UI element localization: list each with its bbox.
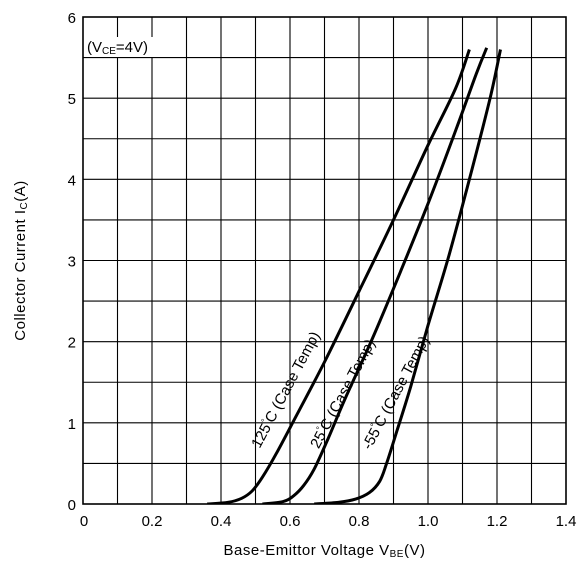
x-tick-label: 1.4 — [556, 513, 577, 530]
y-tick-label: 0 — [68, 497, 76, 514]
x-tick-label: 0.8 — [349, 513, 370, 530]
x-axis-title: Base-Emittor Voltage VBE(V) — [224, 542, 426, 560]
y-tick-label: 4 — [68, 172, 76, 189]
x-tick-label: 1.0 — [418, 513, 439, 530]
curve-25c — [262, 47, 489, 504]
y-tick-label: 5 — [68, 91, 76, 108]
grid — [83, 17, 566, 504]
y-tick-label: 1 — [68, 416, 76, 433]
x-tick-label: 1.2 — [487, 513, 508, 530]
tick-labels: 0 0.2 0.4 0.6 0.8 1.0 1.2 1.4 0 1 2 3 4 5 6 — [68, 10, 577, 530]
x-tick-label: 0.6 — [280, 513, 301, 530]
curve-125c — [207, 48, 471, 504]
y-axis-title: Collector Current IC(A) — [12, 180, 30, 340]
x-tick-label: 0.4 — [211, 513, 232, 530]
curve-minus55c — [314, 49, 502, 504]
y-tick-label: 2 — [68, 335, 76, 352]
annotation-box — [85, 37, 179, 57]
test-condition-annotation: (VCE=4V) — [87, 39, 148, 57]
x-tick-label: 0 — [80, 513, 88, 530]
x-tick-label: 0.2 — [142, 513, 163, 530]
curves — [207, 47, 502, 504]
y-tick-label: 6 — [68, 10, 76, 27]
curve-labels: 125°C (Case Temp) 25°C (Case Temp) -55°C… — [248, 329, 433, 453]
y-tick-label: 3 — [68, 254, 76, 271]
